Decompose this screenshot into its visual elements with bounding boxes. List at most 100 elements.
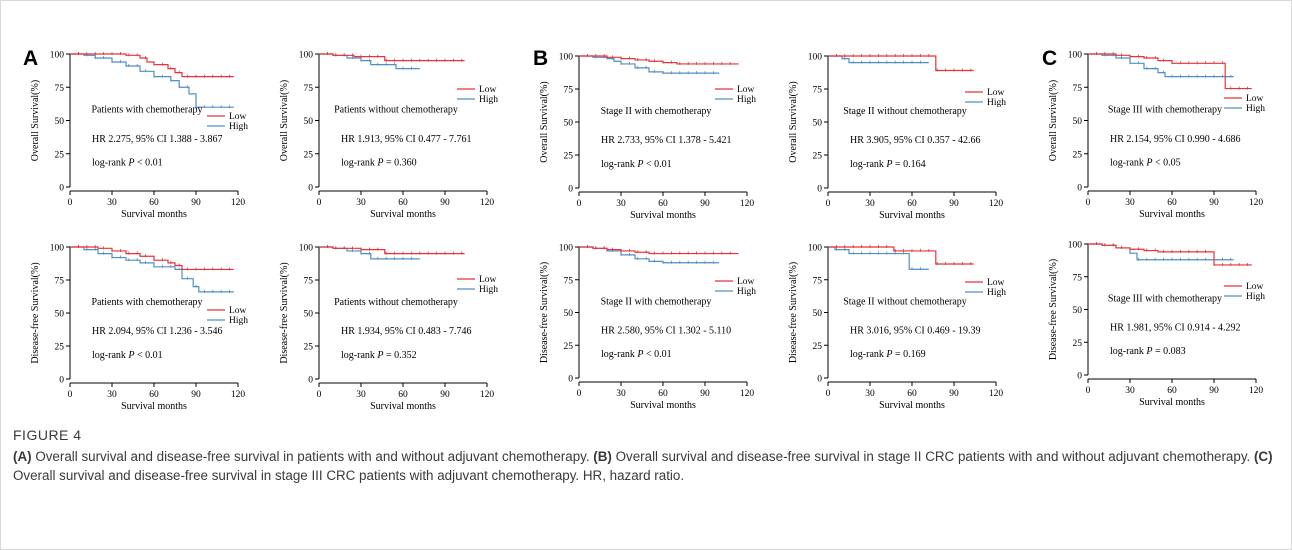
x-tick-label: 120 [231, 198, 246, 208]
x-axis-label: Survival months [879, 210, 945, 221]
y-axis-label: Overall Survival(%) [279, 80, 290, 161]
y-axis-label: Disease-free Survival(%) [279, 262, 290, 363]
caption-tag-c: (C) [1253, 449, 1273, 464]
p-value-annotation: log-rank P < 0.01 [92, 158, 163, 169]
y-tick-label: 50 [1073, 117, 1083, 127]
y-tick-label: 25 [55, 343, 65, 353]
curve-high [579, 246, 719, 264]
y-tick-label: 50 [55, 310, 65, 320]
chart-subtitle: Stage III with chemotherapy [1108, 294, 1222, 305]
x-tick-label: 0 [826, 389, 831, 399]
y-tick-label: 25 [304, 343, 314, 353]
y-tick-label: 50 [304, 310, 314, 320]
y-axis-label: Disease-free Survival(%) [539, 262, 550, 363]
x-axis-label: Survival months [121, 401, 187, 412]
y-tick-label: 75 [1073, 84, 1083, 94]
x-axis-label: Survival months [879, 400, 945, 411]
legend-label-low: Low [479, 85, 497, 95]
legend-label-high: High [479, 95, 498, 105]
x-tick-label: 60 [398, 390, 408, 400]
legend-label-high: High [229, 122, 248, 132]
chart-subtitle: Stage II without chemotherapy [843, 106, 967, 117]
chart-subtitle: Stage II with chemotherapy [601, 297, 712, 308]
y-tick-label: 0 [59, 376, 64, 386]
y-tick-label: 100 [1068, 241, 1083, 251]
x-tick-label: 60 [149, 390, 159, 400]
x-tick-label: 0 [577, 199, 582, 209]
y-tick-label: 0 [568, 185, 573, 195]
y-tick-label: 25 [813, 342, 823, 352]
x-tick-label: 0 [68, 390, 73, 400]
km-chart: 0 25 50 75 100 0 30 60 90 120 Survival months Disea… [788, 244, 1006, 412]
y-tick-label: 0 [817, 375, 822, 385]
x-tick-label: 120 [231, 390, 246, 400]
x-tick-label: 120 [989, 199, 1004, 209]
hr-annotation: HR 3.016, 95% CI 0.469 - 19.39 [850, 325, 981, 336]
x-tick-label: 30 [865, 199, 875, 209]
curve-low [70, 246, 234, 271]
hr-annotation: HR 2.733, 95% CI 1.378 - 5.421 [601, 135, 732, 146]
y-tick-label: 25 [813, 152, 823, 162]
y-tick-label: 100 [808, 53, 823, 63]
figure-caption: FIGURE 4 (A) Overall survival and diseas… [13, 427, 1283, 485]
y-tick-label: 75 [304, 84, 314, 94]
x-tick-label: 90 [440, 390, 450, 400]
x-tick-label: 0 [317, 390, 322, 400]
km-chart: 0 25 50 75 100 0 30 60 90 120 Survival months Overa… [788, 53, 1006, 222]
hr-annotation: HR 2.094, 95% CI 1.236 - 3.546 [92, 326, 223, 337]
legend-label-high: High [479, 285, 498, 295]
km-chart: 0 25 50 75 100 0 30 60 90 120 Survival months Disea… [279, 244, 498, 413]
x-tick-label: 120 [1249, 198, 1264, 208]
x-tick-label: 30 [1125, 198, 1135, 208]
x-axis-label: Survival months [370, 401, 436, 412]
x-tick-label: 30 [356, 198, 366, 208]
y-axis-label: Disease-free Survival(%) [788, 262, 799, 363]
x-tick-label: 90 [949, 389, 959, 399]
curve-low [579, 55, 739, 65]
y-tick-label: 0 [817, 185, 822, 195]
curve-low [319, 246, 465, 255]
legend-label-high: High [737, 287, 756, 297]
x-tick-label: 60 [907, 389, 917, 399]
y-tick-label: 75 [55, 84, 65, 94]
x-tick-label: 0 [68, 198, 73, 208]
legend-label-high: High [987, 288, 1006, 298]
hr-annotation: HR 1.981, 95% CI 0.914 - 4.292 [1110, 322, 1241, 333]
y-axis-label: Overall Survival(%) [788, 81, 799, 162]
x-tick-label: 120 [740, 199, 755, 209]
km-chart: 0 25 50 75 100 0 30 60 90 120 Survival months Disea… [539, 244, 756, 412]
y-tick-label: 100 [559, 244, 574, 254]
curve-low [319, 53, 465, 62]
y-axis-label: Overall Survival(%) [1048, 80, 1059, 161]
legend-label-low: Low [737, 85, 755, 95]
legend-label-high: High [987, 98, 1006, 108]
hr-annotation: HR 2.275, 95% CI 1.388 - 3.867 [92, 134, 223, 145]
y-tick-label: 75 [813, 276, 823, 286]
caption-text-c: Overall survival and disease-free surviv… [13, 468, 685, 483]
y-tick-label: 0 [308, 184, 313, 194]
chart-subtitle: Stage II without chemotherapy [843, 297, 967, 308]
chart-subtitle: Stage II with chemotherapy [601, 106, 712, 117]
curve-low [828, 55, 974, 72]
x-tick-label: 30 [356, 390, 366, 400]
curve-high [1088, 53, 1234, 78]
y-tick-label: 0 [1077, 372, 1082, 382]
x-tick-label: 30 [107, 198, 117, 208]
hr-annotation: HR 2.154, 95% CI 0.990 - 4.686 [1110, 134, 1241, 145]
x-tick-label: 30 [107, 390, 117, 400]
legend-label-high: High [1246, 292, 1265, 302]
x-tick-label: 30 [616, 199, 626, 209]
legend-label-high: High [1246, 104, 1265, 114]
curve-low [828, 246, 974, 265]
p-value-annotation: log-rank P = 0.360 [341, 158, 417, 169]
x-tick-label: 90 [440, 198, 450, 208]
y-axis-label: Overall Survival(%) [30, 80, 41, 161]
caption-tag-a: (A) [13, 449, 32, 464]
y-tick-label: 100 [50, 244, 65, 254]
x-tick-label: 120 [989, 389, 1004, 399]
chart-subtitle: Patients with chemotherapy [91, 105, 202, 116]
y-tick-label: 75 [813, 86, 823, 96]
panel-A: A 0 25 50 75 100 0 30 60 90 120 Survival months Over… [23, 47, 498, 412]
x-axis-label: Survival months [121, 209, 187, 220]
